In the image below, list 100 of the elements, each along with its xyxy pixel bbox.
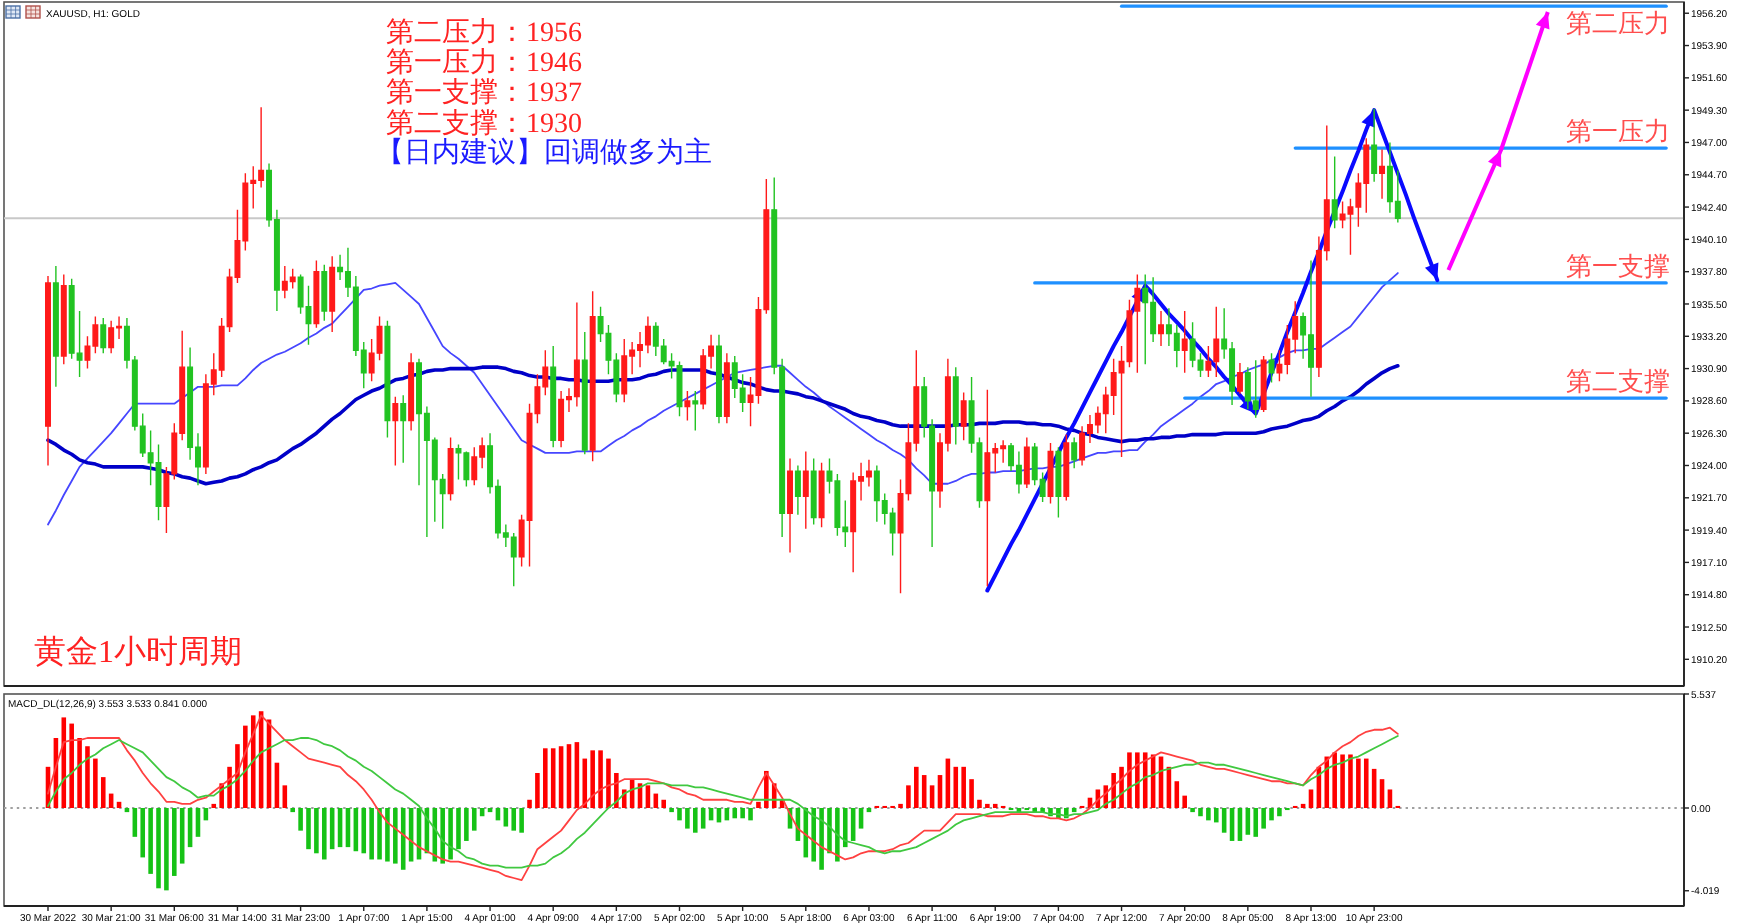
line-series bbox=[47, 272, 1399, 526]
candlestick bbox=[321, 263, 328, 322]
candlestick bbox=[455, 443, 462, 481]
candlestick bbox=[581, 331, 588, 455]
bar bbox=[448, 808, 453, 860]
candlestick bbox=[510, 532, 517, 587]
candlestick bbox=[1063, 433, 1070, 502]
candlestick bbox=[45, 275, 51, 467]
series-label: 第二支撑 bbox=[1566, 366, 1671, 397]
bar bbox=[693, 808, 698, 833]
bar bbox=[835, 808, 840, 862]
candlestick bbox=[850, 471, 857, 573]
annotation: 【日内建议】回调做多为主 bbox=[376, 137, 712, 169]
candlestick bbox=[60, 273, 67, 366]
bar bbox=[677, 808, 682, 821]
candlestick bbox=[1260, 355, 1267, 413]
candlestick bbox=[329, 255, 336, 333]
bar bbox=[1269, 808, 1274, 821]
candlestick bbox=[1331, 155, 1338, 229]
bar bbox=[85, 746, 90, 808]
bar bbox=[306, 808, 311, 850]
candlestick bbox=[692, 390, 699, 432]
candlestick bbox=[1023, 436, 1030, 489]
bar bbox=[1348, 754, 1353, 808]
bar bbox=[1198, 808, 1203, 817]
line-series bbox=[985, 108, 1440, 593]
bar bbox=[543, 748, 548, 808]
annotation: 第一压力：1946 bbox=[386, 47, 582, 79]
bar bbox=[961, 766, 966, 808]
candlestick bbox=[1252, 359, 1259, 419]
bar bbox=[156, 808, 161, 889]
candlestick bbox=[1142, 273, 1149, 366]
candlestick bbox=[960, 391, 967, 441]
bar bbox=[1261, 808, 1266, 829]
bar bbox=[953, 766, 959, 808]
candlestick bbox=[1055, 446, 1062, 519]
bar bbox=[606, 758, 611, 808]
bar bbox=[1340, 754, 1345, 808]
bar bbox=[732, 808, 738, 819]
bar bbox=[519, 808, 524, 833]
bar bbox=[1206, 808, 1211, 821]
bar bbox=[740, 808, 745, 819]
candlestick bbox=[1158, 310, 1164, 347]
bar bbox=[1332, 752, 1337, 808]
bar bbox=[369, 808, 374, 860]
bar bbox=[377, 808, 382, 860]
candlestick bbox=[392, 395, 399, 467]
bar bbox=[661, 799, 666, 808]
bar bbox=[1324, 756, 1330, 808]
bar bbox=[811, 808, 816, 862]
candlestick bbox=[1371, 108, 1378, 183]
bar bbox=[314, 808, 319, 854]
bar bbox=[1253, 808, 1259, 837]
bar bbox=[748, 808, 753, 821]
bar bbox=[61, 717, 67, 808]
annotation: 第二压力：1956 bbox=[386, 17, 582, 49]
candlestick bbox=[984, 388, 991, 587]
bar bbox=[385, 808, 390, 862]
line-series bbox=[47, 735, 1399, 869]
candlestick bbox=[952, 366, 959, 446]
candlestick bbox=[723, 352, 730, 425]
bar bbox=[440, 808, 445, 864]
candlestick bbox=[589, 290, 596, 462]
bar bbox=[685, 808, 690, 829]
candlestick bbox=[1181, 310, 1188, 374]
candlestick bbox=[1244, 366, 1251, 411]
candlestick bbox=[463, 450, 470, 488]
bar bbox=[321, 808, 327, 860]
candlestick bbox=[573, 301, 580, 408]
candlestick bbox=[873, 464, 880, 523]
bar bbox=[164, 808, 169, 891]
series-label: 第一压力 bbox=[1566, 116, 1671, 147]
candlestick bbox=[558, 390, 565, 448]
bar bbox=[464, 808, 469, 841]
series-label: 第二压力 bbox=[1566, 8, 1671, 39]
bar bbox=[1277, 808, 1282, 817]
candlestick bbox=[652, 321, 659, 357]
bar bbox=[914, 766, 919, 808]
candlestick bbox=[1236, 362, 1243, 395]
annotation: 第二支撑：1930 bbox=[386, 108, 582, 140]
bar bbox=[400, 808, 406, 870]
candlestick bbox=[1071, 436, 1078, 469]
bar bbox=[511, 808, 517, 831]
line-series bbox=[47, 714, 1399, 881]
bar bbox=[69, 723, 74, 808]
candlestick bbox=[408, 352, 415, 432]
series-label: 第一支撑 bbox=[1566, 250, 1671, 281]
bar bbox=[590, 750, 595, 808]
candlestick bbox=[313, 259, 320, 329]
candlestick bbox=[794, 464, 801, 516]
candlestick bbox=[1213, 306, 1220, 378]
candlestick bbox=[787, 457, 793, 554]
candlestick bbox=[289, 268, 296, 290]
candlestick bbox=[100, 317, 107, 354]
candlestick bbox=[108, 320, 115, 354]
candlestick bbox=[1134, 273, 1141, 374]
candlestick bbox=[802, 450, 809, 530]
candlestick bbox=[384, 320, 391, 439]
candlestick bbox=[1268, 352, 1275, 384]
candlestick bbox=[715, 334, 722, 425]
